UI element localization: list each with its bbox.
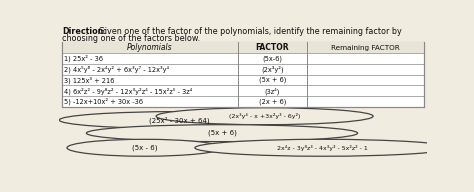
Text: (5x-6): (5x-6) (263, 55, 283, 62)
Text: 2) 4x⁵y⁶ - 2x⁴y² + 6x³y⁷ - 12x³y⁴: 2) 4x⁵y⁶ - 2x⁴y² + 6x³y⁷ - 12x³y⁴ (64, 65, 169, 73)
Text: Direction:: Direction: (63, 27, 107, 36)
Text: (2x³y²): (2x³y²) (261, 65, 283, 73)
Ellipse shape (59, 112, 300, 128)
Text: Polynomials: Polynomials (127, 43, 173, 52)
Text: 5) -12x+10x² + 30x -36: 5) -12x+10x² + 30x -36 (64, 98, 143, 105)
Text: (25x² - 30x + 64): (25x² - 30x + 64) (149, 116, 210, 124)
Ellipse shape (86, 125, 357, 142)
Text: (3z⁴): (3z⁴) (264, 87, 280, 94)
Ellipse shape (67, 139, 222, 156)
Text: (5x + 6): (5x + 6) (259, 77, 286, 83)
Text: 4) 6x²z² - 9y⁸z² - 12x³y²z⁴ - 15x²z⁵ - 3z⁴: 4) 6x²z² - 9y⁸z² - 12x³y²z⁴ - 15x²z⁵ - 3… (64, 87, 192, 94)
Ellipse shape (156, 108, 373, 125)
Text: 3) 125x³ + 216: 3) 125x³ + 216 (64, 76, 114, 84)
Text: (5x - 6): (5x - 6) (132, 145, 157, 151)
Text: Given one of the factor of the polynomials, identify the remaining factor by: Given one of the factor of the polynomia… (96, 27, 401, 36)
Bar (62, 42, 424, 107)
Text: (2x + 6): (2x + 6) (259, 98, 286, 105)
Text: Remaining FACTOR: Remaining FACTOR (331, 45, 400, 51)
Text: 2x⁴z - 3y⁸z³ - 4x³y³ - 5x²z² - 1: 2x⁴z - 3y⁸z³ - 4x³y³ - 5x²z² - 1 (277, 145, 368, 151)
Text: (5x + 6): (5x + 6) (208, 130, 237, 136)
Bar (62, 42, 424, 53)
Text: FACTOR: FACTOR (255, 43, 289, 52)
Text: choosing one of the factors below.: choosing one of the factors below. (63, 34, 201, 43)
Ellipse shape (195, 139, 451, 156)
Text: (2x³y⁴ - x +3x²y³ - 6y²): (2x³y⁴ - x +3x²y³ - 6y²) (229, 113, 301, 119)
Text: 1) 25x² - 36: 1) 25x² - 36 (64, 55, 103, 62)
